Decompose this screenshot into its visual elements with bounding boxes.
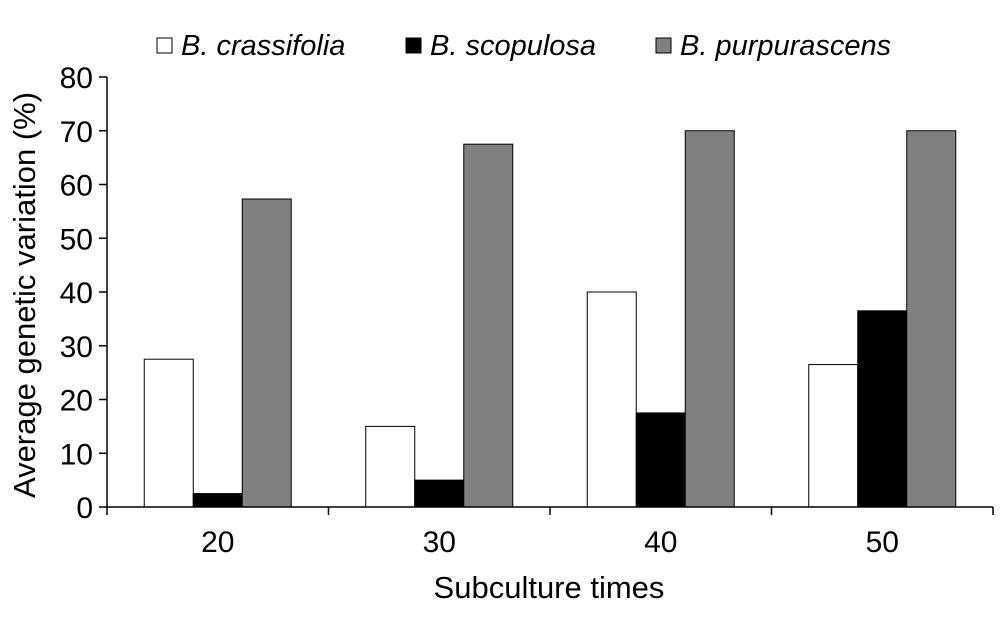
x-tick-label: 20 [201,526,234,559]
bar-2-20 [192,493,243,508]
y-tick-label: 70 [60,116,93,149]
bar-1-30 [365,425,416,508]
y-tick-label: 50 [60,223,93,256]
y-tick-label: 80 [60,62,93,95]
legend: B. crassifolia B. scopulosa B. purpurascen… [156,30,891,62]
y-tick-label: 0 [76,492,93,525]
bar-3-30 [463,143,514,508]
x-tick-label: 50 [866,526,899,559]
bar-1-40 [586,291,637,508]
y-tick-label: 30 [60,331,93,364]
bar-1-20 [143,358,194,508]
legend-label-2: B. scopulosa [430,30,596,62]
bar-3-20 [241,198,292,508]
bar-3-50 [906,130,957,508]
legend-label-1: B. crassifolia [181,30,345,62]
legend-swatch-2 [405,37,422,54]
y-tick-label: 40 [60,277,93,310]
bar-2-30 [414,479,465,508]
x-axis-title: Subculture times [434,570,665,605]
legend-label-3: B. purpurascens [680,30,891,62]
y-tick-label: 10 [60,438,93,471]
bars [143,130,957,508]
bar-1-50 [808,364,859,508]
axes: 0 10 20 30 40 50 60 70 80 20 30 40 50 [60,62,994,559]
legend-swatch-1 [156,37,173,54]
x-tick-label: 40 [644,526,677,559]
bar-2-40 [635,412,686,508]
y-tick-label: 60 [60,170,93,203]
legend-swatch-3 [655,37,672,54]
y-axis-title: Average genetic variation (%) [7,92,42,498]
bar-3-40 [684,130,735,508]
y-tick-label: 20 [60,385,93,418]
x-tick-label: 30 [423,526,456,559]
bar-2-50 [857,310,908,508]
